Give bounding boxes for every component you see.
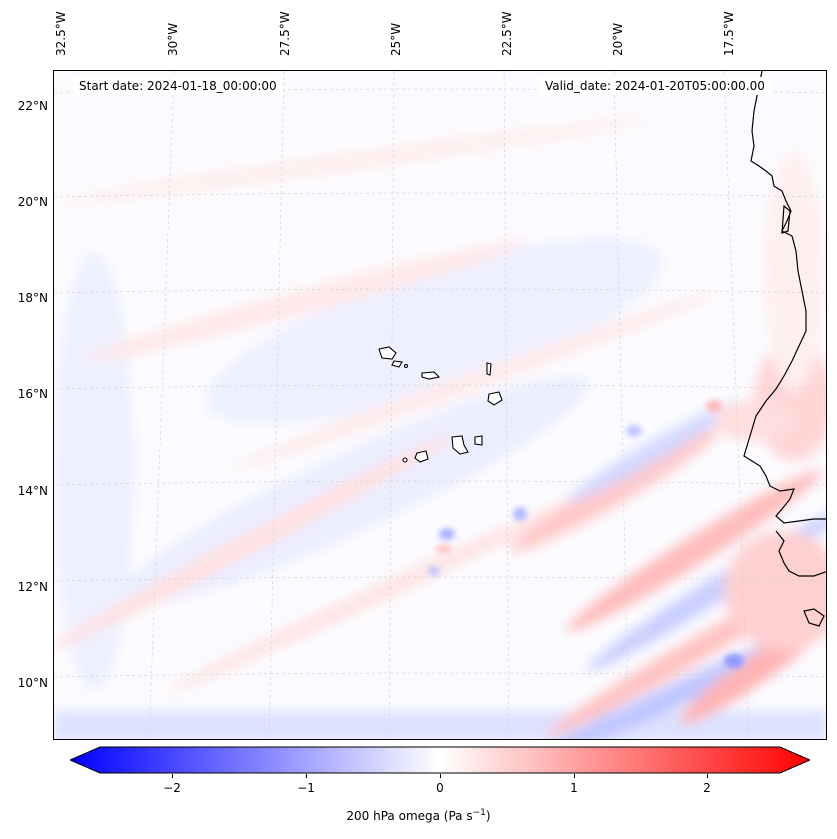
map-panel[interactable]	[53, 70, 827, 740]
lon-label-22-5w: 22.5°W	[500, 11, 514, 56]
gridline-lat-12	[54, 576, 826, 582]
gridline-lat-16	[54, 384, 826, 390]
colorbar	[70, 746, 810, 774]
island-santiago	[451, 435, 469, 455]
lat-label-18n: 18°N	[17, 291, 48, 305]
coastline-guinea-bissau	[775, 530, 826, 577]
island-boa-vista	[487, 391, 503, 406]
lat-label-12n: 12°N	[17, 580, 48, 594]
cb-tick-label-1: 1	[570, 781, 578, 795]
gridline-lat-10	[54, 672, 826, 678]
gridline-lat-20	[54, 192, 826, 198]
lon-label-32-5w: 32.5°W	[54, 11, 68, 56]
cb-tick-label-neg2: −2	[163, 781, 181, 795]
colorbar-units: Pa s	[448, 809, 473, 823]
lon-label-25w: 25°W	[389, 22, 403, 56]
island-santa-luzia	[403, 363, 409, 369]
lat-label-20n: 20°N	[17, 195, 48, 209]
cb-tickmark-2	[707, 774, 708, 778]
omega-shading	[54, 118, 826, 739]
island-sal	[486, 362, 492, 376]
gridline-lat-14	[54, 480, 826, 486]
gridline-lon-25	[388, 71, 395, 739]
gridline-lon-17-5	[723, 71, 750, 739]
cb-tick-label-2: 2	[703, 781, 711, 795]
omega-field-map	[54, 71, 826, 739]
gridline-lon-22-5	[503, 71, 510, 739]
cb-tickmark-neg2	[172, 774, 173, 778]
coastline-bijagos	[803, 608, 825, 627]
lat-label-16n: 16°N	[17, 387, 48, 401]
lon-label-20w: 20°W	[611, 22, 625, 56]
island-fogo	[414, 450, 429, 463]
lat-label-14n: 14°N	[17, 484, 48, 498]
cape-verde-islands	[378, 346, 503, 463]
omega-small-features	[428, 400, 744, 668]
island-santo-antao	[378, 346, 397, 360]
gridline-lon-27-5	[268, 71, 285, 739]
lon-label-30w: 30°W	[166, 22, 180, 56]
lon-label-17-5w: 17.5°W	[722, 11, 736, 56]
colorbar-body	[70, 746, 810, 774]
lat-label-22n: 22°N	[17, 99, 48, 113]
gridline-lat-18	[54, 288, 826, 294]
coastline	[743, 71, 826, 627]
colorbar-units-exponent: −1	[472, 808, 486, 818]
cb-tickmark-1	[574, 774, 575, 778]
colorbar-label: 200 hPa omega (Pa s−1)	[346, 808, 491, 823]
lat-label-10n: 10°N	[17, 676, 48, 690]
island-sao-nicolau	[421, 371, 441, 380]
colorbar-variable: 200 hPa omega	[346, 809, 440, 823]
island-brava	[402, 457, 408, 463]
valid-date-label: Valid_date: 2024-01-20T05:00:00.00	[539, 77, 771, 95]
gridline-lon-20	[613, 71, 630, 739]
cb-tick-label-0: 0	[436, 781, 444, 795]
cb-tick-label-neg1: −1	[297, 781, 315, 795]
coastline-banc-arguin	[781, 204, 791, 234]
island-maio	[474, 435, 483, 446]
lon-label-27-5w: 27.5°W	[278, 11, 292, 56]
start-date-label: Start date: 2024-01-18_00:00:00	[73, 77, 283, 95]
gridline-lon-30	[148, 71, 175, 739]
island-sao-vicente	[391, 360, 403, 368]
cb-tickmark-0	[440, 774, 441, 778]
cb-tickmark-neg1	[306, 774, 307, 778]
coastline-mainland	[743, 71, 826, 524]
